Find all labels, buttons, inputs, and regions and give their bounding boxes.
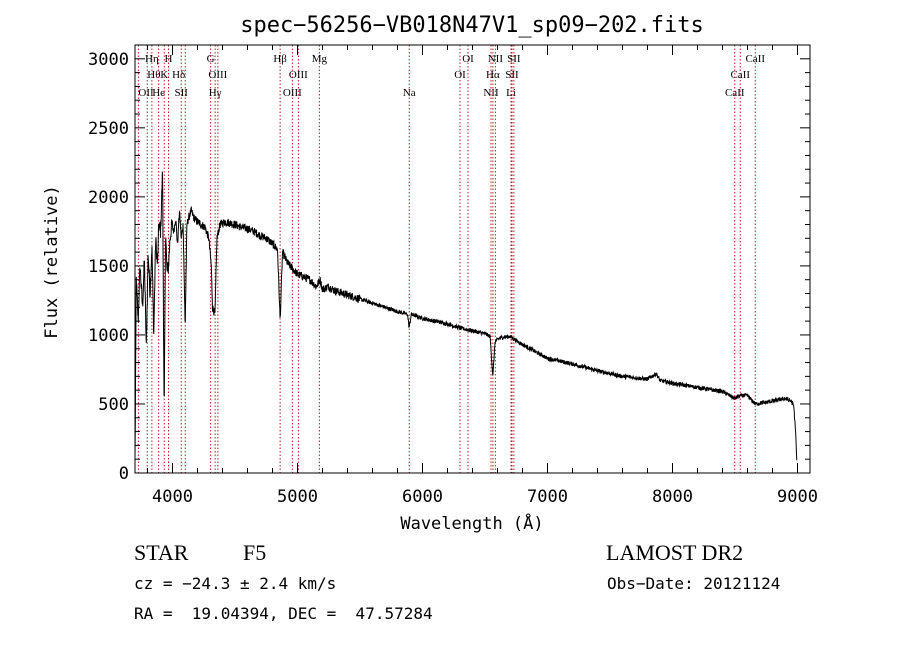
x-tick-label-7000: 7000 [527,487,568,507]
plot-frame [134,44,811,474]
flux-series-layer [134,171,798,461]
line-label-14: Mg [312,53,328,65]
line-label-12: OIII [283,87,302,99]
y-tick-label-2000: 2000 [88,188,129,208]
line-label-21: Li [506,87,516,99]
line-label-19: Hα [486,69,500,81]
redshift-value: cz = −24.3 ± 2.4 km/s [134,574,336,593]
x-tick-label-6000: 6000 [402,487,443,507]
survey-name: LAMOST DR2 [606,540,743,565]
line-label-4: K [160,69,168,81]
y-tick-label-2500: 2500 [88,119,129,139]
y-tick-label-0: 0 [119,464,129,484]
y-tick-label-1000: 1000 [88,326,129,346]
line-label-22: SII [505,69,519,81]
object-subclass: F5 [243,540,266,565]
line-label-13: OIII [289,69,308,81]
y-axis-label: Flux (relative) [42,185,62,339]
line-label-20: NII [488,53,504,65]
line-label-26: CaII [745,53,765,65]
x-tick-label-4000: 4000 [152,487,193,507]
y-tick-label-1500: 1500 [88,257,129,277]
line-label-11: Hβ [273,53,287,65]
y-axis: 0 500 1000 1500 2000 2500 3000 [88,44,810,484]
spectrum-info-panel: STAR F5 LAMOST DR2 cz = −24.3 ± 2.4 km/s… [134,540,780,623]
line-label-10: OIII [208,69,227,81]
line-label-5: H [165,53,173,65]
line-label-16: OI [454,69,466,81]
y-tick-label-500: 500 [98,395,129,415]
line-label-0: OII [138,87,154,99]
x-tick-label-5000: 5000 [277,487,318,507]
line-label-2: Hη [145,53,159,65]
line-label-8: G [207,53,215,65]
y-tick-label-3000: 3000 [88,50,129,70]
chart-title: spec−56256−VB018N47V1_sp09−202.fits [240,13,704,38]
line-label-25: CaII [730,69,750,81]
line-label-7: Hδ [172,69,185,81]
line-label-9: Hγ [209,87,222,99]
spectral-line-markers: OIIHθHηHeKHSIIHδGHγOIIIHβOIIIOIIIMgNaOIO… [137,45,765,473]
x-axis-label: Wavelength (Å) [400,512,543,534]
flux-series-line [134,171,798,461]
x-tick-label-9000: 9000 [777,487,818,507]
line-label-23: SII [507,53,521,65]
line-label-1: Hθ [147,69,160,81]
object-class: STAR [134,540,189,565]
line-label-18: NII [483,87,499,99]
sky-coordinates: RA = 19.04394, DEC = 47.57284 [134,604,433,623]
x-axis: 4000 5000 6000 7000 8000 9000 [147,45,818,507]
line-label-17: OI [462,53,474,65]
x-tick-label-8000: 8000 [652,487,693,507]
observation-date: Obs−Date: 20121124 [607,574,780,593]
line-label-15: Na [403,87,416,99]
line-label-24: CaII [725,87,745,99]
line-label-3: He [152,87,165,99]
line-label-6: SII [175,87,189,99]
